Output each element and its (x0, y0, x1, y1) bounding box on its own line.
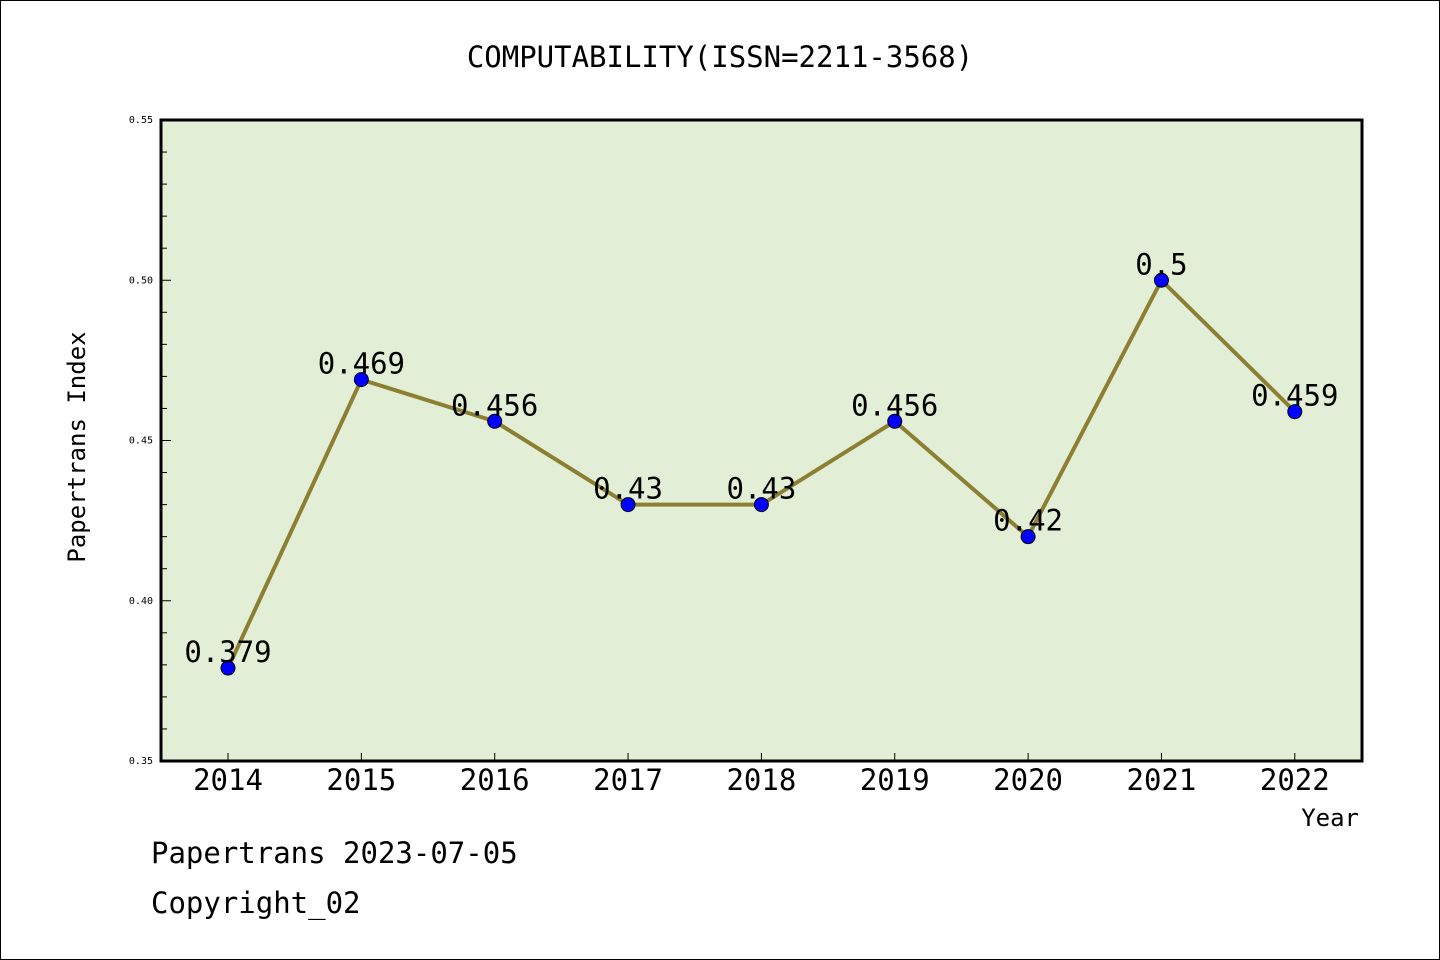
data-label-2021: 0.5 (1135, 247, 1187, 281)
data-label-2016: 0.456 (451, 388, 538, 422)
y-tick-label: 0.45 (129, 436, 153, 447)
chart-title: COMPUTABILITY(ISSN=2211-3568) (467, 40, 973, 74)
y-tick-label: 0.40 (129, 596, 153, 607)
data-labels: 0.379 0.469 0.456 0.43 0.43 0.456 0.42 0.5 0.459 (184, 247, 1338, 669)
y-axis-label: Papertrans Index (63, 331, 91, 562)
data-point-2019 (887, 413, 903, 429)
x-tick-label: 2021 (1127, 763, 1197, 797)
data-point-2022 (1287, 404, 1303, 420)
data-point-2014 (220, 660, 236, 676)
data-label-2017: 0.43 (593, 472, 663, 506)
data-point-2020 (1020, 529, 1036, 545)
data-label-2020: 0.42 (993, 504, 1063, 538)
data-label-2019: 0.456 (851, 388, 938, 422)
data-label-2015: 0.469 (318, 347, 405, 381)
data-point-2016 (487, 413, 503, 429)
x-tick-label: 2018 (726, 763, 796, 797)
data-label-2018: 0.43 (726, 472, 796, 506)
x-tick-label: 2019 (860, 763, 930, 797)
data-point-2017 (620, 497, 636, 513)
y-tick-label: 0.55 (129, 115, 153, 126)
y-tick-label: 0.35 (129, 756, 153, 767)
x-axis-label: Year (1301, 804, 1359, 832)
x-tick-label: 2015 (326, 763, 396, 797)
data-label-2022: 0.459 (1251, 379, 1338, 413)
x-tick-label: 2016 (460, 763, 530, 797)
x-tick-label: 2022 (1260, 763, 1330, 797)
data-label-2014: 0.379 (184, 635, 271, 669)
x-tick-label: 2020 (993, 763, 1063, 797)
data-point-2018 (753, 497, 769, 513)
x-tick-label: 2017 (593, 763, 663, 797)
data-point-2021 (1153, 272, 1169, 288)
x-axis: 2014 2015 2016 2017 2018 2019 2020 2021 2022 (193, 753, 1330, 797)
x-tick-label: 2014 (193, 763, 263, 797)
y-axis: 0.35 0.40 0.45 0.50 0.55 (129, 115, 171, 767)
plot-area (159, 118, 1364, 763)
footer-copyright: Copyright_02 (151, 886, 361, 920)
footer-date-line: Papertrans 2023-07-05 (151, 836, 518, 870)
data-markers (220, 272, 1303, 676)
y-tick-label: 0.50 (129, 275, 153, 286)
data-point-2015 (353, 372, 369, 388)
